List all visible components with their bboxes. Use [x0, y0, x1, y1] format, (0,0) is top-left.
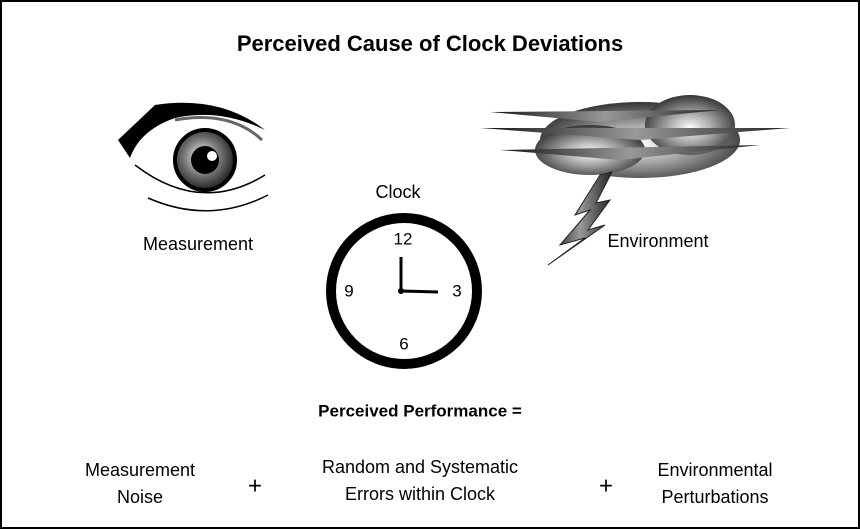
clock-numeral: 12: [394, 229, 413, 248]
node-label: Environment: [607, 231, 708, 251]
term-line: Environmental: [657, 460, 772, 480]
term-line: Random and Systematic: [322, 457, 518, 477]
title: Perceived Cause of Clock Deviations: [237, 31, 623, 56]
clock-numeral: 6: [399, 334, 408, 353]
equation-heading: Perceived Performance =: [318, 401, 522, 420]
term-line: Errors within Clock: [345, 484, 496, 504]
clock-numeral: 3: [452, 281, 461, 300]
term-line: Perturbations: [661, 487, 768, 507]
term-line: Measurement: [85, 460, 195, 480]
diagram: Perceived Cause of Clock Deviations Meas…: [0, 0, 860, 529]
node-label: Clock: [375, 182, 421, 202]
node-label: Measurement: [143, 234, 253, 254]
operator: +: [248, 472, 262, 499]
clock-numeral: 9: [344, 281, 353, 300]
operator: +: [599, 472, 613, 499]
term-line: Noise: [117, 487, 163, 507]
